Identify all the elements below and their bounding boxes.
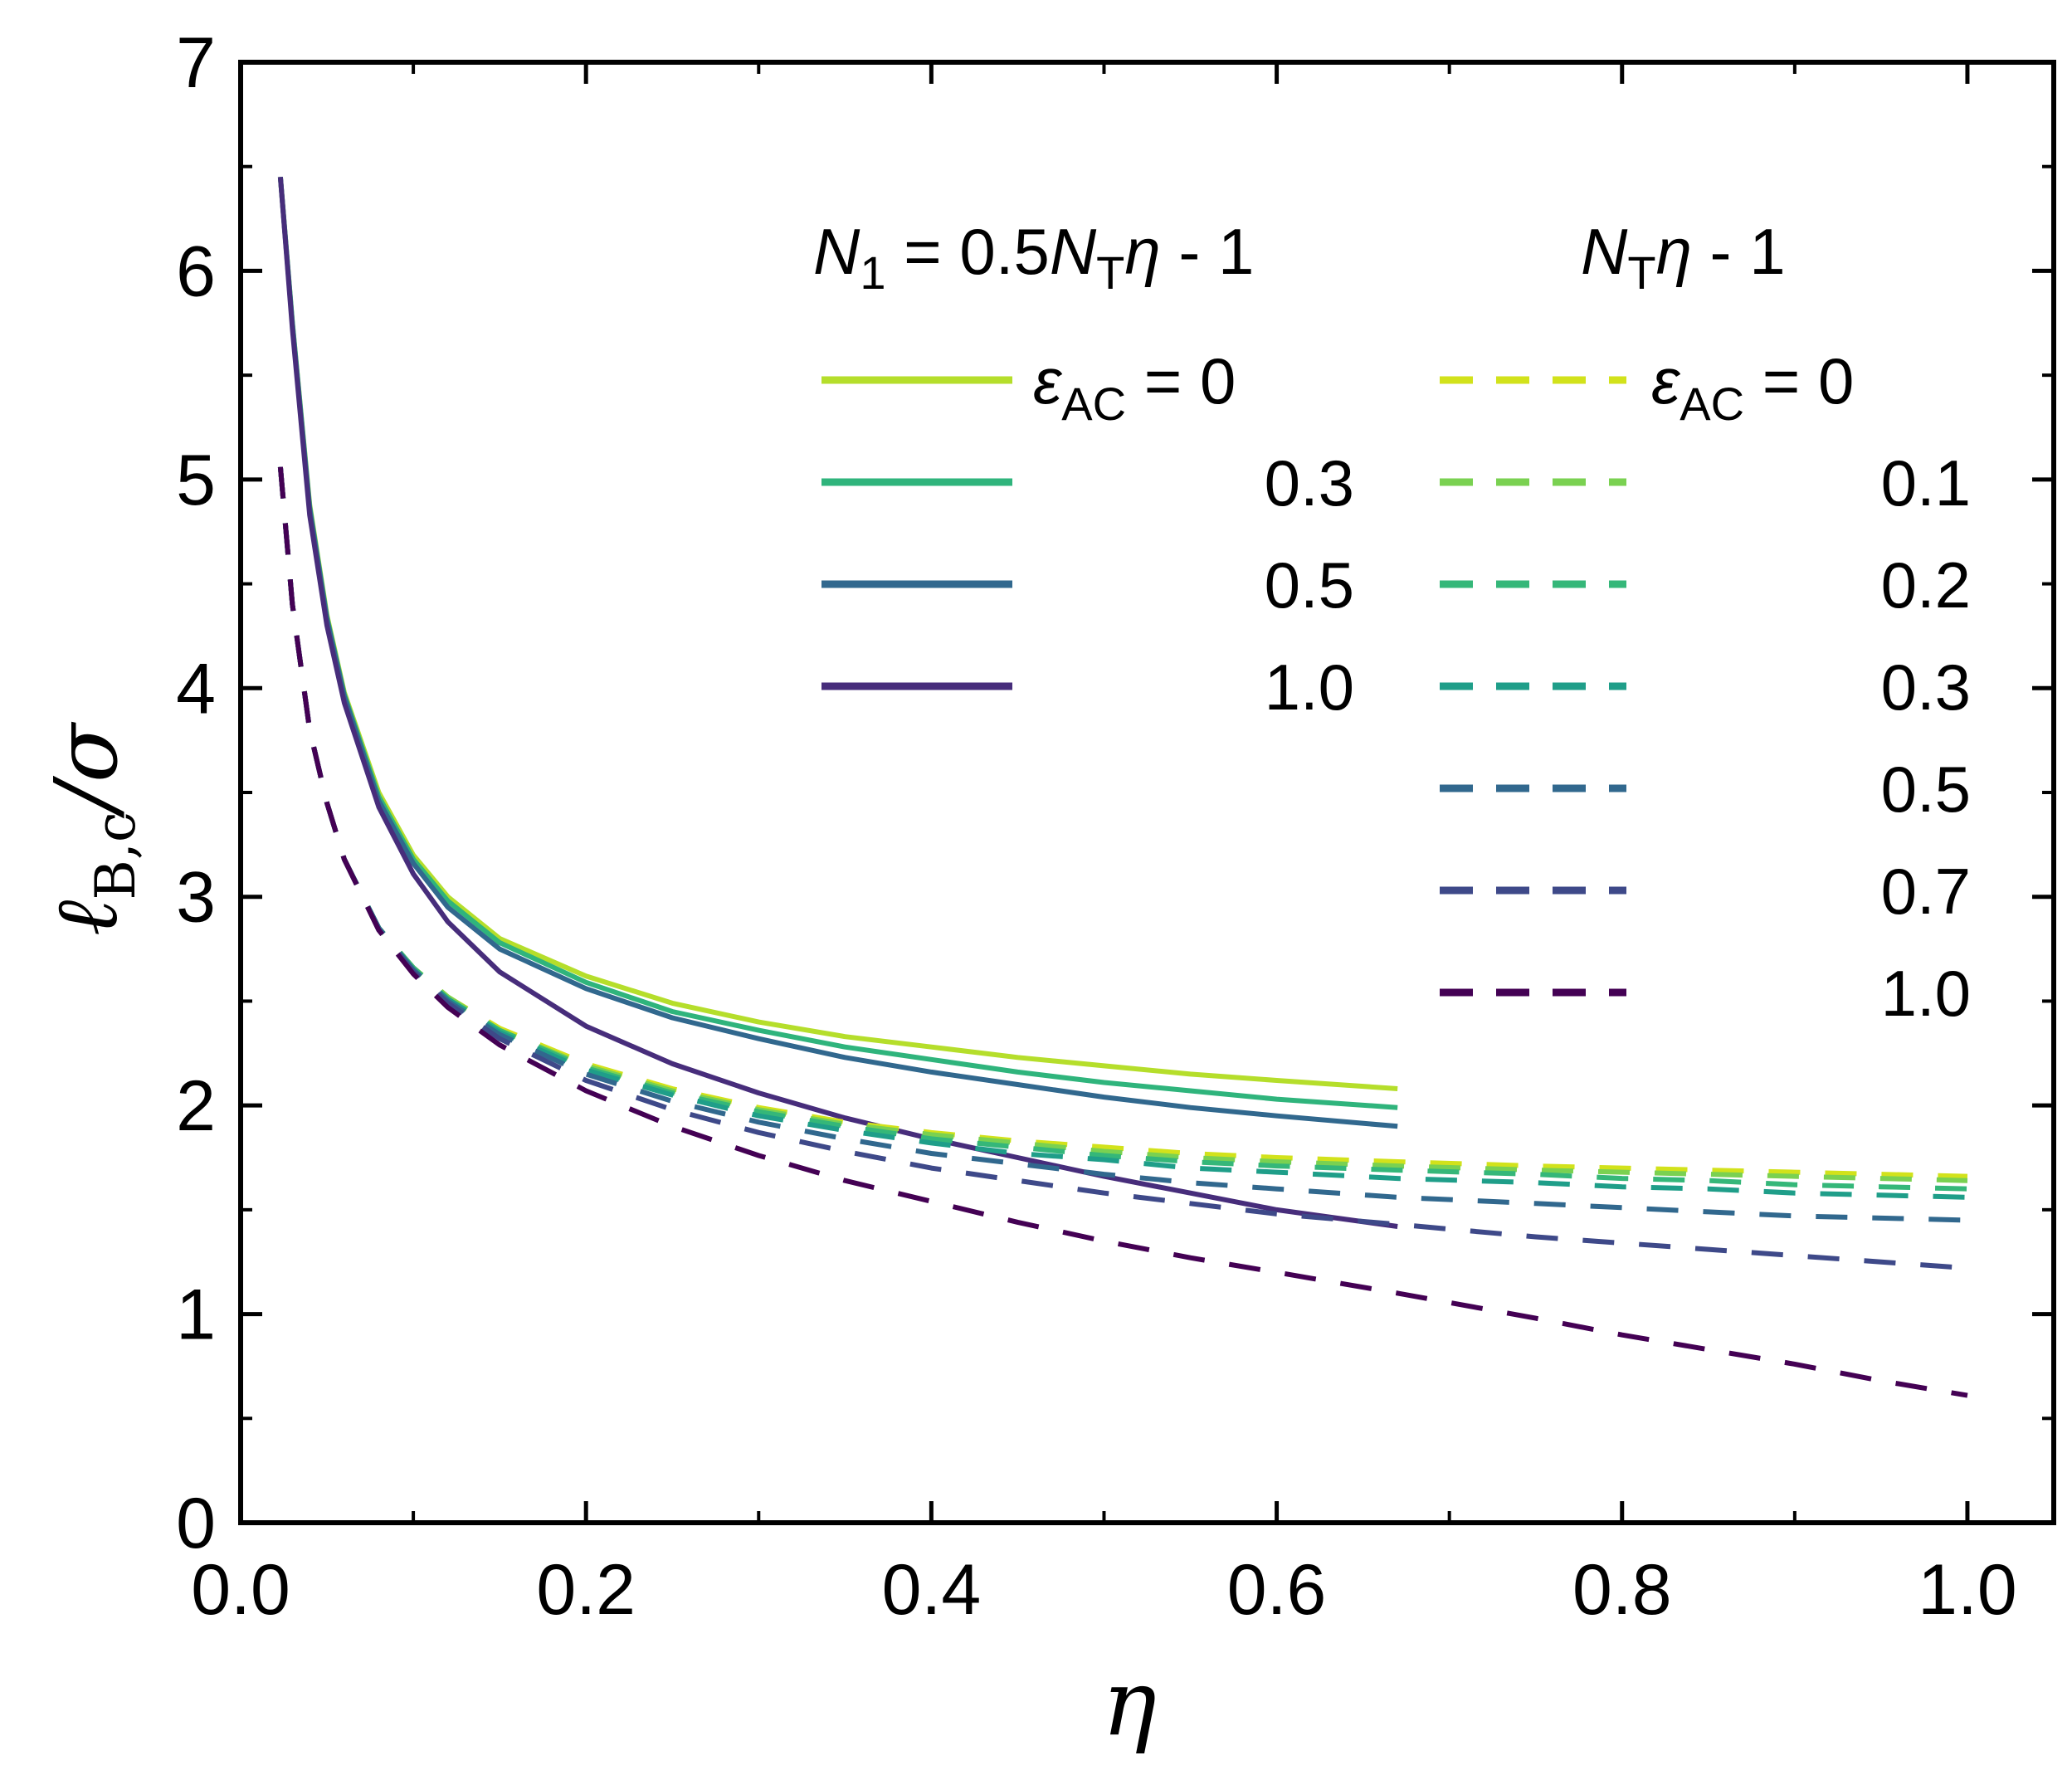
legend-solid-heading-part: - 1	[1161, 215, 1255, 288]
eps-eq: =	[1744, 344, 1818, 417]
legend-dashed-heading-part: - 1	[1692, 215, 1786, 288]
legend-dashed-2-label: 0.2	[1881, 549, 1971, 622]
legend-solid-heading-part: = 0.5	[886, 215, 1050, 288]
legend-dashed-3-label: 0.3	[1881, 651, 1971, 724]
legend-solid-heading-part: N	[813, 215, 860, 288]
legend-dashed-heading-part: T	[1627, 246, 1655, 299]
eps-symbol: ε	[1651, 344, 1681, 417]
legend-solid-heading-part: 1	[860, 246, 885, 299]
x-tick-label: 0.6	[1227, 1550, 1327, 1630]
y-tick-label: 3	[176, 858, 216, 938]
eps-sub: AC	[1061, 378, 1126, 430]
y-tick-label: 7	[176, 23, 216, 103]
dashed-line-eps-0-5	[277, 466, 1968, 1223]
legend-solid-heading: N1 = 0.5NTη - 1	[813, 215, 1254, 299]
eps-symbol: ε	[1033, 344, 1063, 417]
dashed-line-eps-0-7	[277, 466, 1968, 1271]
eps-value: 0	[1200, 344, 1236, 417]
legend-dashed-1-label: 0.1	[1881, 446, 1971, 519]
legend-dashed-0-label: εAC = 0	[1651, 344, 1854, 430]
x-tick-label: 1.0	[1918, 1550, 2017, 1630]
solid-line-eps-1-0	[277, 177, 1398, 1229]
legend-dashed-6-label: 1.0	[1881, 957, 1971, 1030]
axis-titles: η ℓB,c/σ	[36, 721, 1157, 1756]
x-axis-title: η	[1102, 1650, 1157, 1756]
y-axis-title-rest: /σ	[36, 721, 137, 819]
dashed-line-eps-0-2	[277, 466, 1968, 1192]
legend-solid-0-label: εAC = 0	[1033, 344, 1236, 430]
eps-value: 0	[1818, 344, 1854, 417]
solid-line-eps-0-5	[277, 177, 1398, 1129]
legend-solid-3-label: 1.0	[1265, 651, 1354, 724]
y-tick-label: 1	[176, 1275, 216, 1355]
eps-eq: =	[1126, 344, 1200, 417]
y-tick-label: 0	[176, 1484, 216, 1563]
x-tick-label: 0.4	[882, 1550, 982, 1630]
legend-dashed-heading-part: η	[1656, 215, 1692, 288]
legend-solid-heading-part: N	[1050, 215, 1097, 288]
solid-line-eps-0-3	[277, 177, 1398, 1110]
y-tick-label: 5	[176, 441, 216, 520]
eps-sub: AC	[1680, 378, 1744, 430]
y-axis-title-sub: B,c	[84, 812, 148, 900]
x-tick-label: 0.0	[191, 1550, 290, 1630]
y-tick-label: 2	[176, 1066, 216, 1146]
series-layer	[277, 177, 1968, 1398]
dashed-line-eps-1-0	[277, 466, 1968, 1398]
y-tick-label: 4	[176, 649, 216, 729]
legend-solid-2-label: 0.5	[1265, 549, 1354, 622]
legend-dashed-4-label: 0.5	[1881, 753, 1971, 826]
legend-solid-heading-part: η	[1124, 215, 1160, 288]
dashed-line-eps-0-1	[277, 466, 1968, 1183]
axes: 0.0 0.2 0.4 0.6 0.8 1.0 0 1 2 3 4 5 6 7	[176, 23, 2056, 1630]
legend-dashed-heading-part: N	[1581, 215, 1628, 288]
legend-dashed-heading: NTη - 1	[1581, 215, 1786, 299]
dashed-line-eps-0-3	[277, 466, 1968, 1200]
legend-solid-heading-part: T	[1096, 246, 1124, 299]
y-axis-title-ell: ℓ	[36, 900, 137, 936]
y-tick-label: 6	[176, 232, 216, 311]
x-tick-label: 0.2	[536, 1550, 636, 1630]
x-tick-label: 0.8	[1572, 1550, 1672, 1630]
legend-solid-1-label: 0.3	[1265, 446, 1354, 519]
y-axis-title: ℓB,c/σ	[36, 721, 148, 936]
solid-line-eps-0	[277, 177, 1398, 1091]
legend-dashed-5-label: 0.7	[1881, 855, 1971, 928]
